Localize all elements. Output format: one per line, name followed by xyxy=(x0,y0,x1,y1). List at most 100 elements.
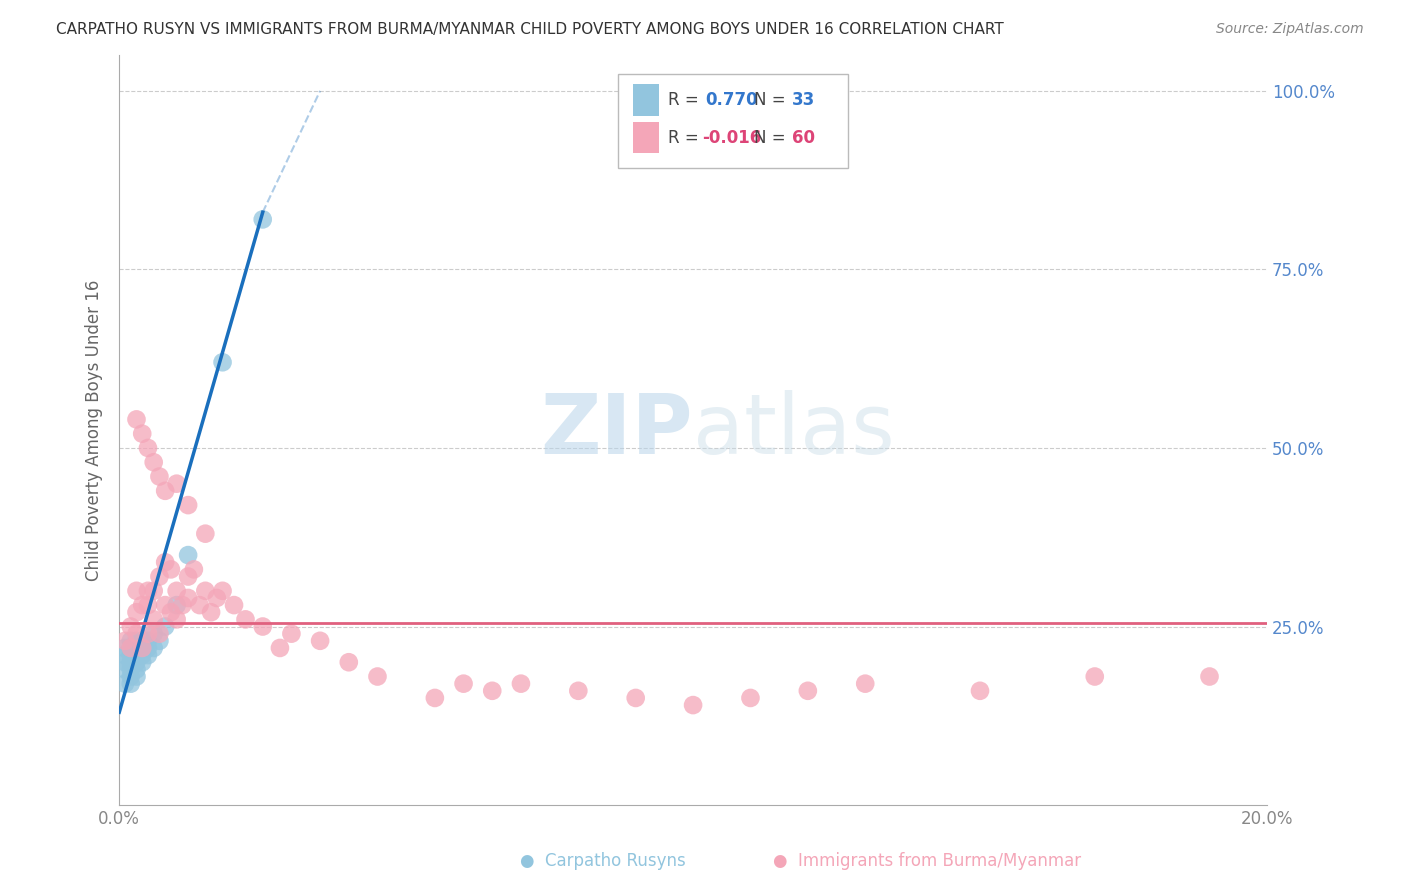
Text: ●  Immigrants from Burma/Myanmar: ● Immigrants from Burma/Myanmar xyxy=(773,852,1081,870)
FancyBboxPatch shape xyxy=(619,74,848,168)
Point xyxy=(114,633,136,648)
Point xyxy=(510,676,533,690)
Point xyxy=(166,612,188,626)
Point xyxy=(194,526,217,541)
Point xyxy=(624,690,647,705)
Point xyxy=(194,583,217,598)
Text: 33: 33 xyxy=(792,91,815,109)
Point xyxy=(136,441,159,455)
Point xyxy=(1198,669,1220,683)
Point xyxy=(280,626,302,640)
Point xyxy=(142,583,165,598)
Point xyxy=(136,640,159,655)
Point xyxy=(131,640,153,655)
Point xyxy=(125,626,148,640)
Point xyxy=(166,598,188,612)
Point xyxy=(166,476,188,491)
Text: R =: R = xyxy=(668,91,704,109)
Point xyxy=(142,640,165,655)
Text: N =: N = xyxy=(754,91,790,109)
Point xyxy=(131,426,153,441)
Point xyxy=(142,626,165,640)
Point xyxy=(136,598,159,612)
Point xyxy=(188,598,211,612)
Text: ZIP: ZIP xyxy=(540,390,693,471)
FancyBboxPatch shape xyxy=(634,85,658,116)
Point xyxy=(153,555,176,569)
Text: -0.016: -0.016 xyxy=(702,128,762,146)
Point xyxy=(423,690,446,705)
Point xyxy=(252,619,274,633)
FancyBboxPatch shape xyxy=(634,122,658,153)
Point xyxy=(125,605,148,619)
Point xyxy=(211,583,233,598)
Point xyxy=(125,662,148,676)
Point xyxy=(148,569,170,583)
Point xyxy=(114,648,136,662)
Point xyxy=(142,455,165,469)
Point xyxy=(567,683,589,698)
Point xyxy=(120,655,142,669)
Point xyxy=(177,569,200,583)
Y-axis label: Child Poverty Among Boys Under 16: Child Poverty Among Boys Under 16 xyxy=(86,279,103,581)
Point xyxy=(211,355,233,369)
Point xyxy=(136,583,159,598)
Point xyxy=(153,598,176,612)
Text: N =: N = xyxy=(754,128,790,146)
Point xyxy=(131,633,153,648)
Point xyxy=(309,633,332,648)
Point xyxy=(120,662,142,676)
Text: atlas: atlas xyxy=(693,390,894,471)
Point xyxy=(177,548,200,562)
Point xyxy=(148,633,170,648)
Point xyxy=(131,648,153,662)
Point xyxy=(120,676,142,690)
Point xyxy=(120,633,142,648)
Point xyxy=(366,669,388,683)
Text: 60: 60 xyxy=(792,128,815,146)
Text: 0.770: 0.770 xyxy=(706,91,758,109)
Point xyxy=(797,683,820,698)
Point xyxy=(682,698,704,712)
Point xyxy=(114,676,136,690)
Point xyxy=(205,591,228,605)
Point xyxy=(125,640,148,655)
Point xyxy=(853,676,876,690)
Point xyxy=(160,605,183,619)
Point xyxy=(136,648,159,662)
Point xyxy=(125,655,148,669)
Point xyxy=(200,605,222,619)
Point xyxy=(142,612,165,626)
Point xyxy=(969,683,991,698)
Point xyxy=(131,655,153,669)
Point xyxy=(131,640,153,655)
Point xyxy=(177,498,200,512)
Point xyxy=(120,648,142,662)
Point xyxy=(269,640,291,655)
Point xyxy=(166,583,188,598)
Point xyxy=(125,412,148,426)
Point xyxy=(114,662,136,676)
Point xyxy=(153,619,176,633)
Text: ●  Carpatho Rusyns: ● Carpatho Rusyns xyxy=(520,852,686,870)
Point xyxy=(183,562,205,576)
Point xyxy=(481,683,503,698)
Point xyxy=(114,640,136,655)
Point xyxy=(125,633,148,648)
Point xyxy=(120,669,142,683)
Point xyxy=(125,669,148,683)
Point xyxy=(148,626,170,640)
Point xyxy=(120,619,142,633)
Point xyxy=(120,640,142,655)
Point xyxy=(177,591,200,605)
Point xyxy=(235,612,257,626)
Point xyxy=(1084,669,1107,683)
Point xyxy=(120,640,142,655)
Point xyxy=(153,483,176,498)
Point xyxy=(337,655,360,669)
Point xyxy=(740,690,762,705)
Point xyxy=(136,626,159,640)
Point xyxy=(114,655,136,669)
Point xyxy=(125,648,148,662)
Text: Source: ZipAtlas.com: Source: ZipAtlas.com xyxy=(1216,22,1364,37)
